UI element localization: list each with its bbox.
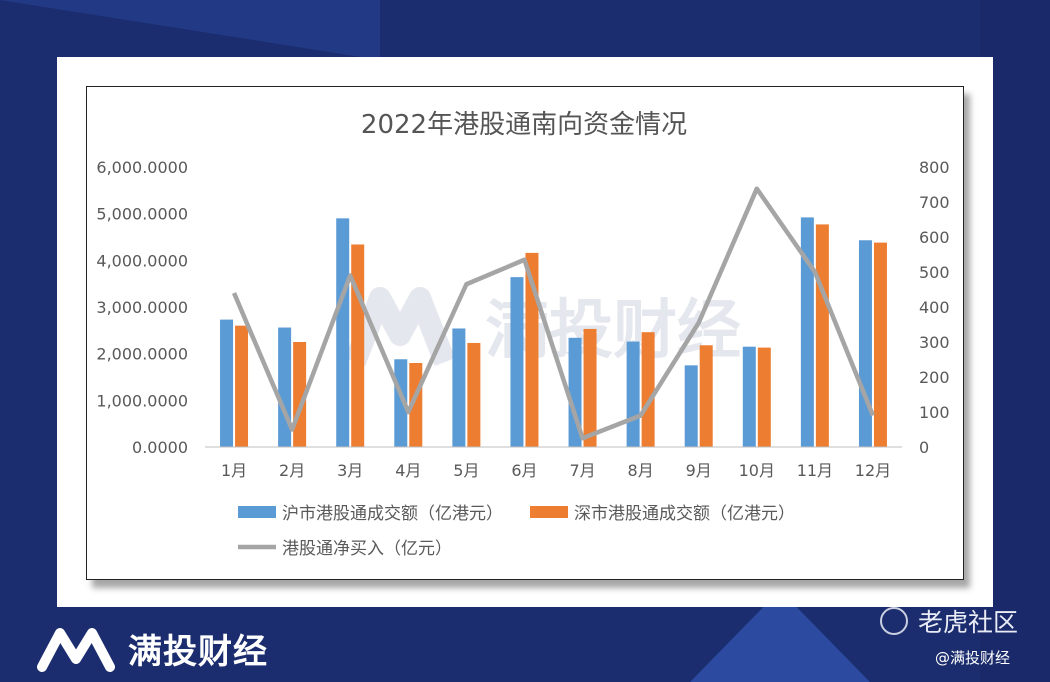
x-tick-label: 5月 — [453, 461, 479, 480]
tiger-icon — [880, 607, 908, 635]
bar-sz-3 — [351, 244, 365, 447]
x-tick-label: 10月 — [739, 461, 775, 480]
bar-sz-11 — [815, 224, 829, 447]
left-tick-label: 5,000.0000 — [96, 205, 188, 224]
brand-logo-icon — [37, 627, 115, 672]
bar-sz-10 — [757, 347, 771, 447]
bar-sh-1 — [220, 319, 234, 447]
right-tick-label: 700 — [919, 193, 950, 212]
background-shape — [0, 0, 380, 60]
right-tick-label: 300 — [919, 333, 950, 352]
x-tick-label: 4月 — [395, 461, 421, 480]
bar-sz-5 — [467, 342, 481, 447]
bar-sh-11 — [800, 217, 814, 447]
x-tick-label: 1月 — [221, 461, 247, 480]
left-tick-label: 6,000.0000 — [96, 158, 188, 177]
bar-sh-12 — [858, 240, 872, 447]
brand-name: 满投财经 — [128, 632, 268, 672]
bar-sz-12 — [873, 242, 887, 447]
x-tick-label: 9月 — [686, 461, 712, 480]
x-tick-label: 12月 — [855, 461, 891, 480]
legend-swatch — [238, 506, 276, 518]
bar-sz-9 — [699, 345, 713, 447]
bar-series — [220, 217, 887, 447]
legend-label: 深市港股通成交额（亿港元） — [574, 504, 795, 524]
bar-sz-1 — [235, 325, 249, 447]
x-tick-label: 6月 — [511, 461, 537, 480]
platform-badge: 老虎社区 — [880, 603, 1018, 639]
author-handle: @满投财经 — [935, 649, 1011, 667]
platform-name: 老虎社区 — [918, 608, 1019, 637]
left-tick-label: 2,000.0000 — [96, 345, 188, 364]
bar-sh-6 — [510, 277, 524, 447]
bar-sh-8 — [626, 341, 640, 447]
x-tick-label: 3月 — [337, 461, 363, 480]
left-tick-label: 1,000.0000 — [96, 391, 188, 410]
x-tick-label: 2月 — [279, 461, 305, 480]
x-tick-label: 11月 — [797, 461, 833, 480]
right-tick-label: 800 — [919, 158, 950, 177]
bar-sz-6 — [525, 252, 539, 447]
left-tick-label: 0.0000 — [132, 438, 188, 457]
bar-sh-2 — [278, 327, 292, 447]
right-tick-label: 200 — [919, 368, 950, 387]
bar-sh-5 — [452, 328, 466, 447]
bar-sz-8 — [641, 332, 655, 447]
legend: 沪市港股通成交额（亿港元） 深市港股通成交额（亿港元） 港股通净买入（亿元） — [238, 504, 795, 559]
footer-logo: 满投财经 — [34, 624, 268, 673]
line-net-buy — [231, 186, 876, 441]
bar-sh-10 — [742, 346, 756, 447]
right-tick-label: 0 — [919, 438, 929, 457]
left-tick-label: 4,000.0000 — [96, 251, 188, 270]
x-axis-ticks: 1月 2月 3月 4月 5月 6月 7月 8月 9月 10月 11月 12月 — [221, 461, 891, 480]
right-axis-ticks: 0 100 200 300 400 500 600 700 800 — [919, 158, 950, 457]
bar-sh-9 — [684, 365, 698, 447]
left-tick-label: 3,000.0000 — [96, 298, 188, 317]
legend-swatch — [530, 506, 568, 518]
legend-label: 沪市港股通成交额（亿港元） — [282, 504, 503, 524]
line-series — [231, 186, 876, 441]
right-tick-label: 100 — [919, 403, 950, 422]
x-tick-label: 7月 — [569, 461, 595, 480]
bar-sh-3 — [336, 218, 350, 447]
watermark-logo — [344, 287, 456, 367]
left-axis-ticks: 0.0000 1,000.0000 2,000.0000 3,000.0000 4,00… — [96, 158, 188, 457]
x-tick-label: 8月 — [628, 461, 654, 480]
right-tick-label: 400 — [919, 298, 950, 317]
bar-sz-7 — [583, 328, 597, 447]
right-tick-label: 600 — [919, 228, 950, 247]
chart-title: 2022年港股通南向资金情况 — [361, 110, 687, 140]
right-tick-label: 500 — [919, 263, 950, 282]
legend-label: 港股通净买入（亿元） — [282, 539, 452, 559]
